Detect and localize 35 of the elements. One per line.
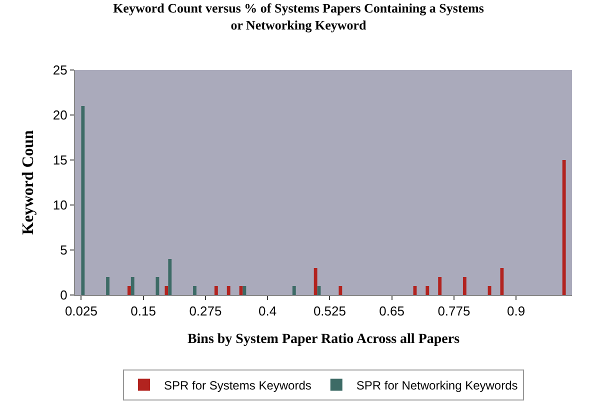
x-tick-label: 0.525 (313, 304, 346, 319)
y-tick-label: 5 (60, 242, 68, 258)
bar (106, 277, 110, 295)
bar (292, 286, 296, 295)
bar (338, 286, 342, 295)
bar (314, 268, 318, 295)
legend-label: SPR for Networking Keywords (356, 378, 518, 392)
x-tick-label: 0.4 (258, 304, 277, 319)
bar (426, 286, 430, 295)
bar (168, 259, 172, 295)
bar (562, 160, 566, 295)
bar (462, 277, 466, 295)
bar (226, 286, 230, 295)
bar (130, 277, 134, 295)
x-tick-label: 0.65 (379, 304, 404, 319)
legend-label: SPR for Systems Keywords (164, 378, 312, 392)
x-tick-label: 0.275 (189, 304, 222, 319)
y-axis-title: Keyword Coun (20, 130, 37, 235)
bar (81, 106, 85, 295)
y-tick-label: 25 (52, 62, 68, 78)
x-axis-title: Bins by System Paper Ratio Across all Papers (187, 332, 460, 347)
bar (193, 286, 196, 295)
x-tick-label: 0.775 (438, 304, 470, 319)
bar (214, 286, 218, 295)
y-tick-label: 0 (60, 288, 68, 303)
x-tick-label: 0.15 (130, 304, 156, 319)
y-tick-label: 20 (52, 108, 68, 123)
x-tick-label: 0.9 (507, 304, 526, 319)
bar (242, 286, 246, 295)
bar (438, 277, 442, 295)
x-tick-label: 0.025 (64, 304, 98, 319)
bar (128, 286, 131, 295)
y-tick-label: 15 (52, 152, 68, 168)
y-tick-label: 10 (52, 198, 68, 213)
chart-title: Keyword Count versus % of Systems Papers Containing a Systems or Networking Keyword (113, 0, 484, 32)
